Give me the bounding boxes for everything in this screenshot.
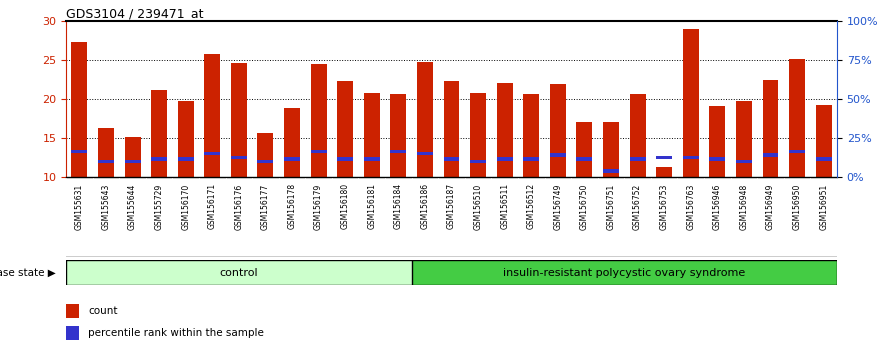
Text: count: count bbox=[88, 306, 117, 316]
Text: control: control bbox=[219, 268, 258, 278]
Bar bbox=[231, 63, 247, 177]
Text: GSM156187: GSM156187 bbox=[447, 183, 456, 229]
Bar bbox=[66, 304, 78, 318]
Bar bbox=[71, 149, 87, 153]
Bar bbox=[763, 80, 779, 177]
Bar bbox=[178, 101, 194, 177]
Text: GDS3104 / 239471_at: GDS3104 / 239471_at bbox=[66, 7, 204, 20]
Text: GSM156753: GSM156753 bbox=[660, 183, 669, 230]
Bar bbox=[550, 84, 566, 177]
Bar bbox=[364, 93, 380, 177]
Bar bbox=[152, 157, 167, 161]
Text: GSM156751: GSM156751 bbox=[606, 183, 616, 230]
Text: GSM155644: GSM155644 bbox=[128, 183, 137, 230]
Text: GSM156511: GSM156511 bbox=[500, 183, 509, 229]
Bar bbox=[390, 149, 406, 153]
Bar bbox=[204, 54, 220, 177]
Bar bbox=[789, 149, 805, 153]
Bar bbox=[364, 157, 380, 161]
Bar bbox=[736, 101, 751, 177]
Bar bbox=[284, 108, 300, 177]
Bar bbox=[523, 95, 539, 177]
Bar bbox=[630, 157, 646, 161]
Text: GSM156177: GSM156177 bbox=[261, 183, 270, 230]
Bar bbox=[443, 157, 460, 161]
Bar bbox=[411, 260, 837, 285]
Bar bbox=[178, 157, 194, 161]
Text: percentile rank within the sample: percentile rank within the sample bbox=[88, 328, 263, 338]
Bar bbox=[257, 133, 273, 177]
Text: GSM156951: GSM156951 bbox=[819, 183, 828, 230]
Text: GSM156178: GSM156178 bbox=[287, 183, 297, 229]
Bar bbox=[630, 94, 646, 177]
Text: GSM156752: GSM156752 bbox=[633, 183, 642, 230]
Bar bbox=[603, 169, 619, 172]
Text: GSM156749: GSM156749 bbox=[553, 183, 562, 230]
Bar bbox=[390, 94, 406, 177]
Text: GSM156946: GSM156946 bbox=[713, 183, 722, 230]
Text: GSM156180: GSM156180 bbox=[341, 183, 350, 229]
Text: GSM155729: GSM155729 bbox=[154, 183, 164, 230]
Bar bbox=[417, 62, 433, 177]
Bar bbox=[337, 157, 353, 161]
Bar bbox=[124, 160, 140, 163]
Bar bbox=[311, 149, 327, 153]
Text: GSM156948: GSM156948 bbox=[739, 183, 749, 230]
Bar bbox=[66, 260, 411, 285]
Bar bbox=[257, 160, 273, 163]
Bar bbox=[337, 81, 353, 177]
Text: GSM156170: GSM156170 bbox=[181, 183, 190, 230]
Bar bbox=[603, 122, 619, 177]
Text: GSM155643: GSM155643 bbox=[101, 183, 110, 230]
Bar bbox=[763, 153, 779, 157]
Bar bbox=[576, 122, 592, 177]
Bar bbox=[470, 93, 486, 177]
Bar bbox=[443, 81, 460, 177]
Bar bbox=[816, 105, 832, 177]
Text: GSM156179: GSM156179 bbox=[315, 183, 323, 230]
Bar bbox=[284, 157, 300, 161]
Bar bbox=[816, 157, 832, 161]
Text: GSM156176: GSM156176 bbox=[234, 183, 243, 230]
Bar bbox=[736, 160, 751, 163]
Text: insulin-resistant polycystic ovary syndrome: insulin-resistant polycystic ovary syndr… bbox=[503, 268, 745, 278]
Bar bbox=[470, 160, 486, 163]
Text: GSM156510: GSM156510 bbox=[474, 183, 483, 230]
Bar bbox=[66, 326, 78, 340]
Text: GSM155631: GSM155631 bbox=[75, 183, 84, 230]
Text: GSM156186: GSM156186 bbox=[420, 183, 429, 229]
Text: GSM156763: GSM156763 bbox=[686, 183, 695, 230]
Bar bbox=[231, 156, 247, 159]
Bar bbox=[709, 106, 725, 177]
Bar bbox=[497, 157, 513, 161]
Bar bbox=[523, 157, 539, 161]
Bar bbox=[124, 137, 140, 177]
Bar bbox=[311, 64, 327, 177]
Bar bbox=[789, 59, 805, 177]
Text: GSM156950: GSM156950 bbox=[793, 183, 802, 230]
Bar bbox=[152, 90, 167, 177]
Bar bbox=[71, 42, 87, 177]
Text: GSM156184: GSM156184 bbox=[394, 183, 403, 229]
Bar bbox=[576, 157, 592, 161]
Text: GSM156171: GSM156171 bbox=[208, 183, 217, 229]
Bar bbox=[683, 156, 699, 159]
Bar bbox=[550, 153, 566, 157]
Text: GSM156181: GSM156181 bbox=[367, 183, 376, 229]
Text: GSM156512: GSM156512 bbox=[527, 183, 536, 229]
Text: GSM156949: GSM156949 bbox=[766, 183, 775, 230]
Bar bbox=[417, 152, 433, 155]
Text: GSM156750: GSM156750 bbox=[580, 183, 589, 230]
Bar bbox=[204, 152, 220, 155]
Bar bbox=[683, 29, 699, 177]
Bar bbox=[656, 156, 672, 159]
Bar bbox=[98, 128, 114, 177]
Bar bbox=[656, 167, 672, 177]
Bar bbox=[709, 157, 725, 161]
Bar bbox=[497, 83, 513, 177]
Text: disease state ▶: disease state ▶ bbox=[0, 268, 56, 278]
Bar bbox=[98, 160, 114, 163]
